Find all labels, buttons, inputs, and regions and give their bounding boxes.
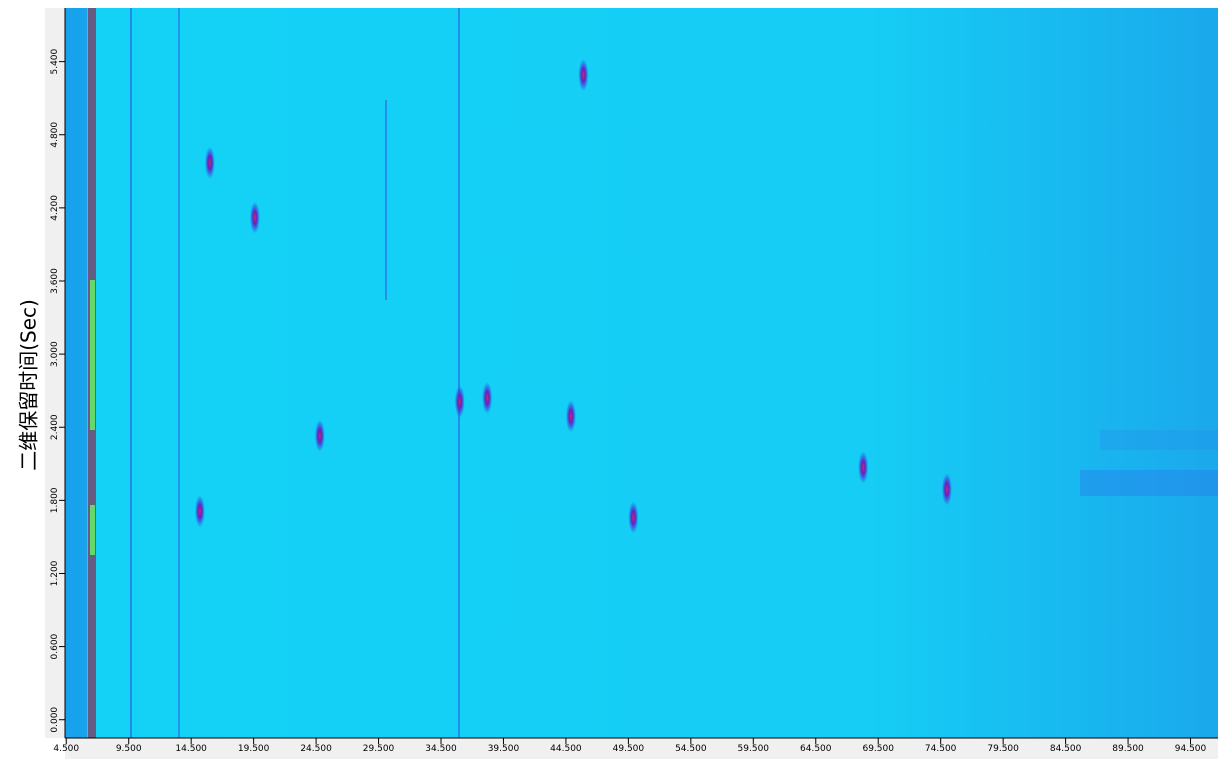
x-tick-label: 84.500 <box>1050 744 1082 754</box>
x-tick-label: 89.500 <box>1112 744 1144 754</box>
peak <box>250 202 260 234</box>
x-tick-label: 19.500 <box>238 744 270 754</box>
peak <box>942 473 952 505</box>
y-tick-label: 2.400 <box>50 414 60 440</box>
y-tick-label: 3.600 <box>50 268 60 294</box>
peak <box>205 147 215 179</box>
chart: 二维保留时间(Sec) 4.500 9.500 14.500 19.500 24.500… <box>0 0 1225 759</box>
peak <box>195 495 205 527</box>
y-tick-label: 0.600 <box>50 633 60 659</box>
x-tick-label: 24.500 <box>300 744 332 754</box>
y-axis-strip <box>45 8 65 738</box>
x-tick-label: 64.500 <box>800 744 832 754</box>
x-tick-label: 59.500 <box>738 744 770 754</box>
peak <box>455 386 465 418</box>
x-tick-label: 49.500 <box>613 744 645 754</box>
x-tick-label: 4.500 <box>53 744 79 754</box>
y-tick-label: 5.400 <box>50 48 60 74</box>
x-tick-label: 69.500 <box>862 744 894 754</box>
peak <box>482 382 492 414</box>
peak <box>315 420 325 452</box>
x-tick-label: 44.500 <box>550 744 582 754</box>
y-tick-label: 1.200 <box>50 560 60 586</box>
peak <box>858 451 868 483</box>
x-tick-label: 54.500 <box>675 744 707 754</box>
y-tick-label: 1.800 <box>50 487 60 513</box>
x-tick-label: 29.500 <box>363 744 395 754</box>
x-tick-label: 39.500 <box>488 744 520 754</box>
x-tick-label: 14.500 <box>175 744 207 754</box>
x-tick-label: 9.500 <box>116 744 142 754</box>
y-axis-label: 二维保留时间(Sec) <box>17 299 41 471</box>
plot-area <box>65 8 1218 738</box>
peak <box>628 501 638 533</box>
x-tick-label: 74.500 <box>925 744 957 754</box>
x-tick-label: 94.500 <box>1175 744 1207 754</box>
y-tick-label: 3.000 <box>50 341 60 367</box>
y-tick-label: 4.200 <box>50 195 60 221</box>
peak <box>578 59 588 91</box>
x-tick-label: 79.500 <box>987 744 1019 754</box>
peak <box>566 400 576 432</box>
y-tick-label: 0.000 <box>50 707 60 733</box>
x-tick-label: 34.500 <box>425 744 457 754</box>
y-tick-label: 4.800 <box>50 122 60 148</box>
